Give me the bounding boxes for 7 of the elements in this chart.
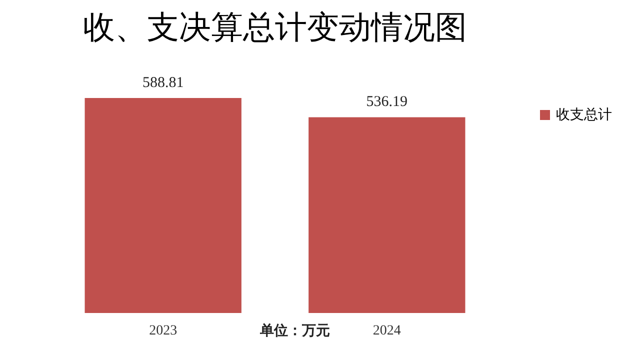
chart-title: 收、支决算总计变动情况图 [83, 9, 467, 45]
legend-label: 收支总计 [556, 107, 612, 123]
data-label: 588.81 [142, 75, 184, 91]
x-tick-label: 2024 [372, 324, 401, 338]
data-label: 536.19 [366, 94, 408, 110]
text: 单位：万元 [259, 323, 330, 339]
x-tick-label: 2023 [149, 324, 178, 338]
